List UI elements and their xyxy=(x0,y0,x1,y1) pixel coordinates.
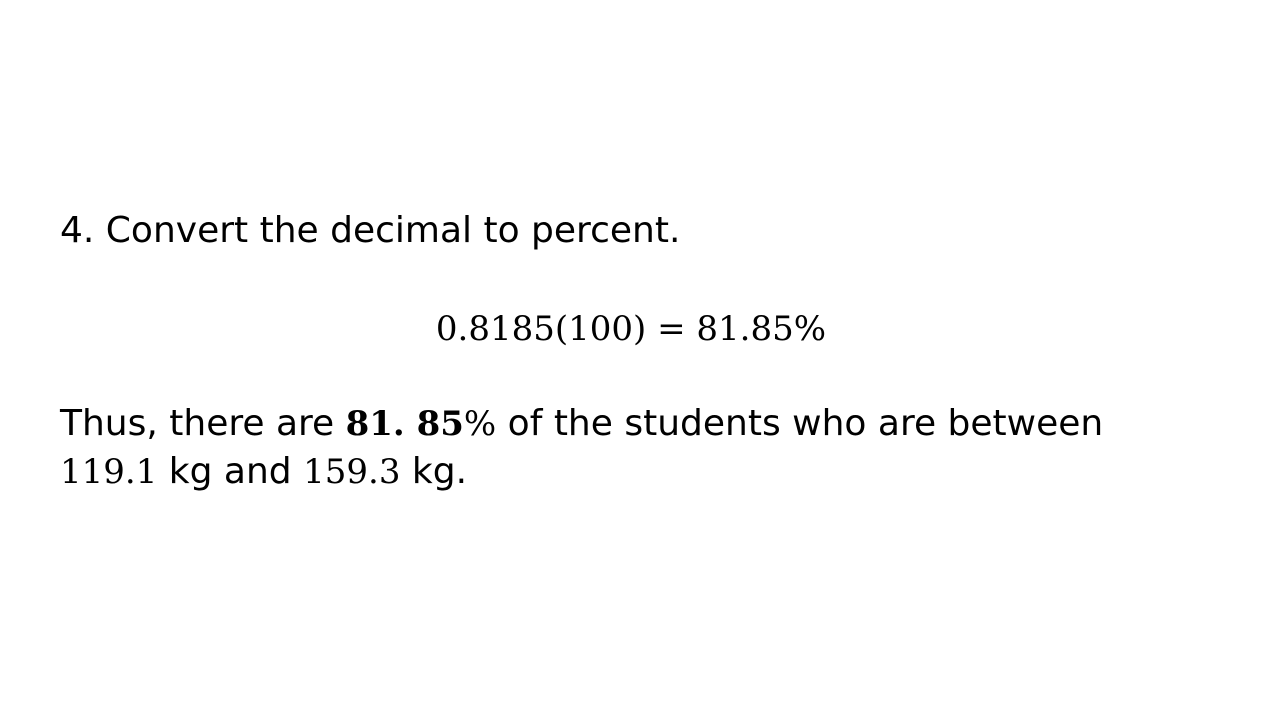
conclusion-high-unit: kg. xyxy=(400,451,468,492)
conclusion-low-unit: kg and xyxy=(157,451,304,492)
conclusion-prefix: Thus, there are xyxy=(60,403,346,444)
step-heading: 4. Convert the decimal to percent. xyxy=(60,210,681,251)
conclusion-percent-value: 81. 85 xyxy=(345,404,464,444)
conclusion-high-value: 159.3 xyxy=(303,452,401,492)
conclusion-percent-sign: % xyxy=(463,404,497,444)
equation: 0.8185(100) = 81.85% xyxy=(435,309,827,349)
conclusion-text: Thus, there are 81. 85% of the students … xyxy=(60,400,1240,496)
conclusion-middle: of the students who are between xyxy=(496,403,1104,444)
conclusion-low-value: 119.1 xyxy=(60,452,158,492)
